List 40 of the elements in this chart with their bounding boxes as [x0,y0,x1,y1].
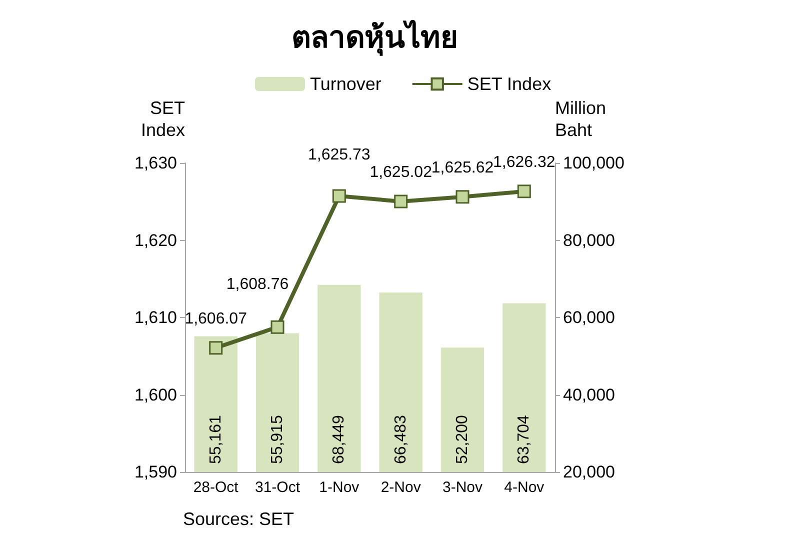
data-label: 1,625.73 [308,146,370,164]
point [394,194,408,208]
data-label: 1,625.62 [431,160,494,177]
x-tick-label: 1-Nov [319,479,360,496]
x-tick-label: 28-Oct [193,479,240,496]
legend-label: Turnover [310,74,382,94]
data-label: 1,626.32 [493,154,556,172]
y-tick-label: 1,620 [134,230,177,250]
point [209,341,223,355]
y2-tick-label: 20,000 [563,462,615,482]
point [517,184,531,198]
chart-title: ตลาดหุ้นไทย [292,20,458,56]
source-note: Sources: SET [183,509,294,529]
y-tick-label: 1,610 [134,308,177,327]
point [332,189,346,203]
y-tick-label: 1,600 [134,385,177,404]
data-label: 1,625.02 [370,164,432,182]
y2-tick-label: 60,000 [563,308,615,327]
point [456,190,470,204]
y2-tick-label: 100,000 [563,154,624,172]
data-label: 1,606.07 [184,310,248,328]
data-label: 66,483 [392,414,410,464]
data-label: 68,449 [330,414,348,464]
x-tick-label: 2-Nov [380,479,422,496]
y-axis-title: SET Index [140,98,185,140]
y2-axis-title: Million Baht [555,98,606,140]
legend-label: SET Index [467,74,552,94]
y-tick-label: 1,590 [134,462,177,482]
data-label: 1,608.76 [226,276,289,293]
data-label: 55,161 [207,414,224,464]
x-tick-label: 3-Nov [442,479,484,496]
data-label: 52,200 [454,414,471,464]
x-tick-label: 4-Nov [504,479,545,496]
y-tick-label: 1,630 [134,154,177,172]
y2-tick-label: 40,000 [563,385,615,404]
point [270,320,284,334]
x-tick-label: 31-Oct [254,479,301,496]
data-label: 63,704 [516,414,533,464]
y2-tick-label: 80,000 [563,230,615,250]
data-label: 55,915 [269,414,286,464]
